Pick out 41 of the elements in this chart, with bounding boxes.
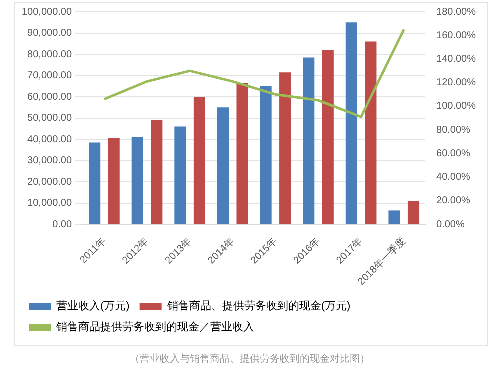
- bar: [151, 120, 163, 224]
- bar: [194, 97, 206, 224]
- bar: [89, 142, 101, 224]
- y-tick-label: 60,000.00: [28, 92, 72, 103]
- y2-tick-label: 140.00%: [436, 54, 476, 65]
- y2-tick-label: 80.00%: [436, 124, 471, 136]
- y2-tick-label: 120.00%: [436, 78, 476, 89]
- bar: [260, 86, 272, 224]
- y-tick-label: 70,000.00: [28, 70, 72, 82]
- y2-tick-label: 40.00%: [436, 172, 471, 184]
- bar: [108, 138, 120, 224]
- text: （营业收入与销售商品、提供劳务收到的现金对比图）: [129, 352, 371, 366]
- y2-tick-label: 60.00%: [436, 148, 471, 160]
- y-tick-label: 0.00: [52, 219, 72, 230]
- bar: [132, 137, 144, 224]
- y-tick-label: 20,000.00: [28, 176, 72, 188]
- bar: [388, 210, 400, 224]
- y-tick-label: 40,000.00: [28, 134, 72, 146]
- y-tick-label: 50,000.00: [28, 113, 72, 124]
- y-tick-label: 30,000.00: [28, 156, 72, 166]
- y2-tick-label: 100.00%: [436, 101, 476, 112]
- bar: [217, 108, 230, 224]
- legend-label: 销售商品、提供劳务收到的现金(万元): [166, 300, 351, 313]
- y-tick-label: 80,000.00: [28, 49, 72, 60]
- bar: [280, 72, 292, 224]
- y2-tick-label: 20.00%: [436, 196, 471, 207]
- bar: [303, 58, 315, 224]
- bar: [365, 42, 377, 224]
- bar: [322, 50, 334, 224]
- y2-tick-label: 180.00%: [436, 6, 476, 18]
- legend-label: 销售商品提供劳务收到的现金／营业收入: [56, 320, 254, 334]
- y2-tick-label: 160.00%: [436, 30, 476, 42]
- y2-tick-label: 0.00%: [436, 219, 465, 230]
- y-tick-label: 90,000.00: [28, 28, 72, 39]
- legend-label: 营业收入(万元): [56, 300, 130, 313]
- bar: [346, 22, 358, 224]
- y-tick-label: 100,000.00: [22, 6, 72, 18]
- bar: [174, 126, 186, 224]
- y-tick-label: 10,000.00: [28, 198, 72, 209]
- bar: [236, 83, 248, 224]
- bar: [408, 201, 420, 224]
